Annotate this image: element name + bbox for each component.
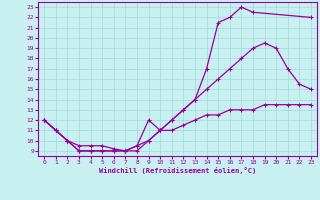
X-axis label: Windchill (Refroidissement éolien,°C): Windchill (Refroidissement éolien,°C) [99, 167, 256, 174]
